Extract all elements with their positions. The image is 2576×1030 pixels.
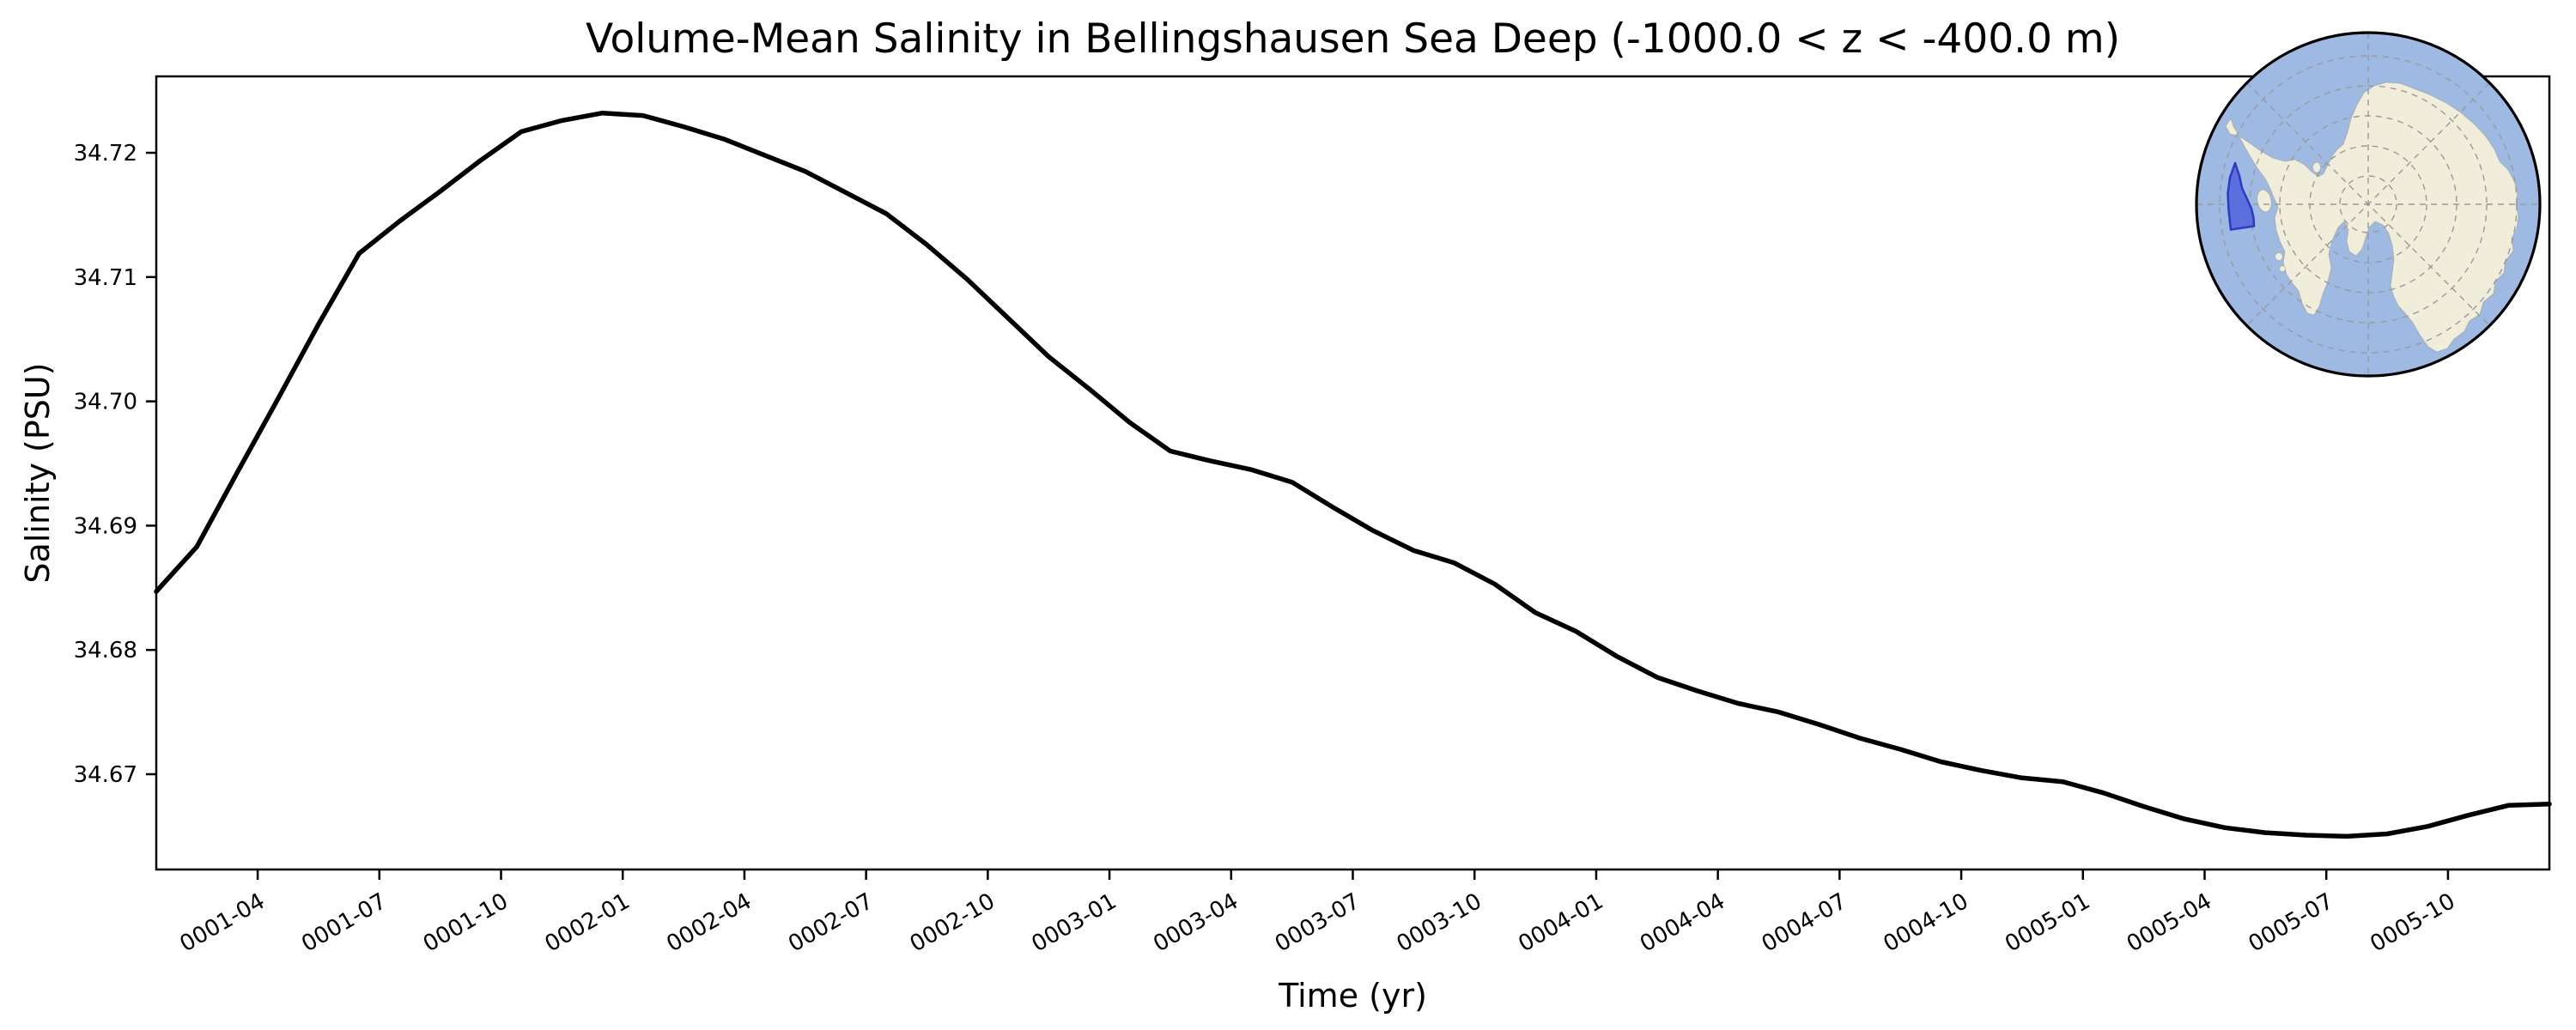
- svg-text:0004-10: 0004-10: [1879, 888, 1972, 957]
- svg-text:0002-01: 0002-01: [541, 888, 635, 957]
- bellingshausen-region-highlight: [2227, 161, 2256, 231]
- x-axis-label: Time (yr): [1279, 977, 1427, 1015]
- svg-text:0004-07: 0004-07: [1758, 888, 1851, 957]
- svg-text:0005-07: 0005-07: [2245, 888, 2338, 957]
- svg-text:0003-01: 0003-01: [1027, 888, 1121, 957]
- map-boundary-circle: [2195, 31, 2542, 378]
- svg-text:0005-10: 0005-10: [2366, 888, 2459, 957]
- chart-title: Volume-Mean Salinity in Bellingshausen S…: [585, 15, 2121, 63]
- svg-text:0002-04: 0002-04: [662, 888, 756, 957]
- svg-text:0004-01: 0004-01: [1514, 888, 1607, 957]
- svg-text:0001-07: 0001-07: [297, 888, 391, 957]
- y-axis-ticks: 34.72 34.71 34.70 34.69 34.68 34.67: [74, 141, 156, 788]
- svg-text:0004-04: 0004-04: [1636, 888, 1729, 957]
- svg-text:0003-10: 0003-10: [1393, 888, 1486, 957]
- svg-text:34.72: 34.72: [74, 141, 137, 167]
- svg-text:0005-04: 0005-04: [2123, 888, 2216, 957]
- svg-text:34.67: 34.67: [74, 762, 137, 788]
- svg-text:0002-07: 0002-07: [784, 888, 878, 957]
- svg-text:0003-07: 0003-07: [1271, 888, 1364, 957]
- svg-text:0001-04: 0001-04: [176, 888, 270, 957]
- plot-frame: [155, 75, 2551, 871]
- svg-text:34.68: 34.68: [74, 638, 137, 663]
- x-axis-ticks: 0001-04 0001-07 0001-10 0002-01 0002-04 0002-…: [176, 869, 2459, 957]
- salinity-line: [154, 110, 2552, 839]
- alexander-island: [2257, 189, 2272, 213]
- coastal-islet: [2275, 252, 2283, 261]
- svg-text:34.70: 34.70: [74, 390, 137, 415]
- svg-text:0001-10: 0001-10: [419, 888, 513, 957]
- graticule-lines: [2196, 33, 2540, 376]
- bay-islet: [2312, 161, 2321, 173]
- antarctica-landmass: [2225, 82, 2519, 353]
- svg-text:0005-01: 0005-01: [2001, 888, 2094, 957]
- antarctica-inset-map: [2195, 31, 2542, 378]
- svg-text:0002-10: 0002-10: [906, 888, 999, 957]
- coastal-islet: [2279, 265, 2286, 272]
- svg-text:0003-04: 0003-04: [1149, 888, 1242, 957]
- svg-text:34.71: 34.71: [74, 265, 137, 291]
- svg-text:34.69: 34.69: [74, 513, 137, 539]
